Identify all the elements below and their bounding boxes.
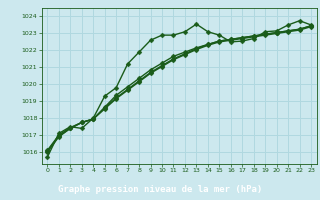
Text: Graphe pression niveau de la mer (hPa): Graphe pression niveau de la mer (hPa) xyxy=(58,185,262,194)
